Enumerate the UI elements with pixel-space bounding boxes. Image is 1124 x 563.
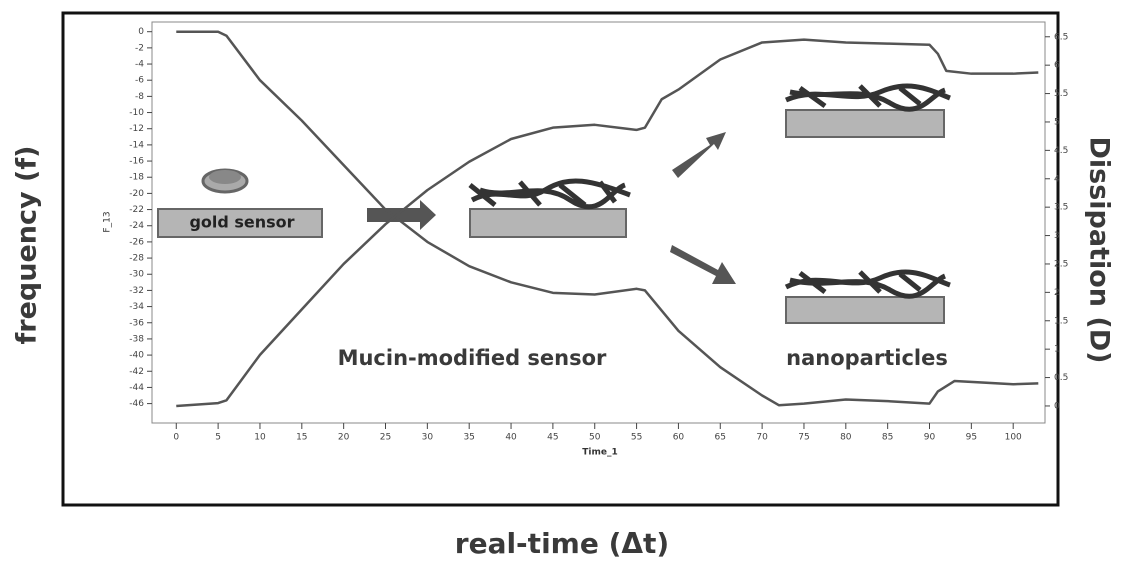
y-tick-label: -12	[129, 124, 144, 134]
x-tick-label: 75	[798, 433, 809, 443]
illustrations	[157, 83, 951, 324]
x-tick-label: 10	[254, 433, 266, 443]
y-tick-label: -18	[129, 173, 144, 183]
y-tick-label: -24	[129, 221, 144, 231]
y-tick-label: -30	[129, 270, 144, 280]
y-tick-label: -6	[135, 76, 144, 86]
x-axis-label: real-time (Δt)	[455, 527, 669, 560]
y-tick-label: 0	[138, 27, 144, 37]
annotation: gold sensor	[189, 213, 294, 232]
y-tick-label: -38	[129, 334, 144, 344]
y2-axis-label: Dissipation (D)	[1084, 136, 1115, 363]
y2-tick-label: 4.5	[1054, 146, 1068, 156]
outer-frame	[61, 11, 1060, 507]
y-tick-label: -4	[135, 60, 144, 70]
line	[176, 30, 1039, 407]
y-tick-label: -8	[135, 92, 144, 102]
y2-tick-label: 2.5	[1054, 259, 1068, 269]
y-tick-label: -44	[129, 383, 144, 393]
x-tick-label: 50	[589, 433, 601, 443]
y2-tick-label: 1.5	[1054, 316, 1068, 326]
x-tick-label: 80	[840, 433, 852, 443]
x-tick-label: 5	[215, 433, 221, 443]
x-tick-label: 15	[296, 433, 307, 443]
y-tick-label: -22	[129, 205, 144, 215]
y-tick-label: -34	[129, 302, 144, 312]
x-tick-label: 70	[756, 433, 768, 443]
x-tick-label: 35	[463, 433, 474, 443]
y-tick-label: -28	[129, 254, 144, 264]
y2-tick-label: 0.5	[1054, 373, 1068, 383]
y-tick-label: -36	[129, 318, 144, 328]
y2-tick-label: 3.5	[1054, 203, 1068, 213]
inner-y-label: F_13	[103, 211, 113, 232]
y2-tick-label: 5.5	[1054, 89, 1068, 99]
x-tick-label: 95	[966, 433, 977, 443]
y-tick-label: -2	[135, 43, 144, 53]
inner-x-label: Time_1	[582, 448, 617, 458]
x-tick-label: 55	[631, 433, 642, 443]
x-tick-label: 30	[422, 433, 434, 443]
y2-tick-label: 5	[1054, 117, 1060, 127]
x-tick-label: 20	[338, 433, 350, 443]
x-tick-label: 45	[547, 433, 558, 443]
y2-tick-label: 2	[1054, 288, 1060, 298]
x-tick-label: 90	[924, 433, 936, 443]
y-tick-label: -32	[129, 286, 144, 296]
y2-tick-label: 6.5	[1054, 32, 1068, 42]
y2-tick-label: 4	[1054, 174, 1060, 184]
annotation: nanoparticles	[786, 346, 948, 370]
x-tick-label: 25	[380, 433, 391, 443]
y-tick-label: -46	[129, 399, 144, 409]
y2-tick-label: 1	[1054, 345, 1060, 355]
y-tick-label: -42	[129, 367, 144, 377]
y2-tick-label: 3	[1054, 231, 1060, 241]
annotation: Mucin-modified sensor	[338, 346, 607, 370]
x-tick-label: 40	[505, 433, 517, 443]
x-tick-label: 65	[715, 433, 726, 443]
y-tick-label: -26	[129, 237, 144, 247]
x-tick-label: 100	[1005, 433, 1022, 443]
y-tick-label: -40	[129, 351, 144, 361]
y-axis-label: frequency (f)	[12, 146, 43, 345]
y-tick-label: -20	[129, 189, 144, 199]
y-tick-label: -10	[129, 108, 144, 118]
y2-tick-label: 6	[1054, 61, 1060, 71]
y2-tick-label: 0	[1054, 401, 1060, 411]
y-tick-label: -16	[129, 157, 144, 167]
x-tick-label: 85	[882, 433, 893, 443]
y-tick-label: -14	[129, 140, 144, 150]
line	[176, 38, 1039, 408]
x-tick-label: 0	[173, 433, 179, 443]
x-tick-label: 60	[673, 433, 685, 443]
